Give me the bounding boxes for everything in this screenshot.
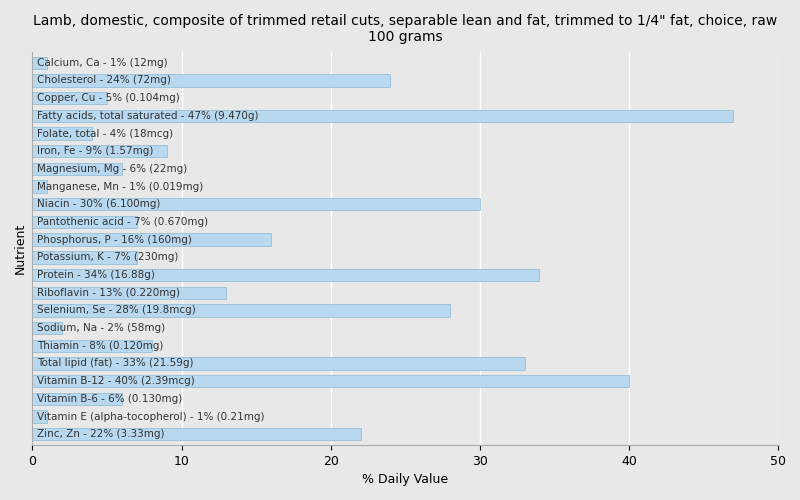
Text: Thiamin - 8% (0.120mg): Thiamin - 8% (0.120mg) bbox=[37, 341, 163, 351]
Bar bbox=[33, 234, 271, 246]
Title: Lamb, domestic, composite of trimmed retail cuts, separable lean and fat, trimme: Lamb, domestic, composite of trimmed ret… bbox=[33, 14, 778, 44]
Text: Vitamin B-12 - 40% (2.39mcg): Vitamin B-12 - 40% (2.39mcg) bbox=[37, 376, 194, 386]
Text: Folate, total - 4% (18mcg): Folate, total - 4% (18mcg) bbox=[37, 128, 173, 138]
Bar bbox=[33, 304, 450, 316]
Bar bbox=[33, 162, 122, 175]
Text: Protein - 34% (16.88g): Protein - 34% (16.88g) bbox=[37, 270, 154, 280]
Text: Iron, Fe - 9% (1.57mg): Iron, Fe - 9% (1.57mg) bbox=[37, 146, 154, 156]
Bar bbox=[33, 340, 152, 352]
X-axis label: % Daily Value: % Daily Value bbox=[362, 473, 448, 486]
Bar bbox=[33, 428, 361, 440]
Bar bbox=[33, 198, 480, 210]
Text: Sodium, Na - 2% (58mg): Sodium, Na - 2% (58mg) bbox=[37, 323, 165, 333]
Y-axis label: Nutrient: Nutrient bbox=[14, 223, 27, 274]
Text: Pantothenic acid - 7% (0.670mg): Pantothenic acid - 7% (0.670mg) bbox=[37, 217, 208, 227]
Bar bbox=[33, 74, 390, 86]
Text: Copper, Cu - 5% (0.104mg): Copper, Cu - 5% (0.104mg) bbox=[37, 93, 180, 103]
Bar bbox=[33, 180, 47, 193]
Bar bbox=[33, 392, 122, 405]
Text: Vitamin E (alpha-tocopherol) - 1% (0.21mg): Vitamin E (alpha-tocopherol) - 1% (0.21m… bbox=[37, 412, 265, 422]
Bar bbox=[33, 216, 137, 228]
Bar bbox=[33, 110, 734, 122]
Text: Cholesterol - 24% (72mg): Cholesterol - 24% (72mg) bbox=[37, 76, 170, 86]
Bar bbox=[33, 358, 525, 370]
Text: Manganese, Mn - 1% (0.019mg): Manganese, Mn - 1% (0.019mg) bbox=[37, 182, 203, 192]
Bar bbox=[33, 375, 629, 388]
Text: Phosphorus, P - 16% (160mg): Phosphorus, P - 16% (160mg) bbox=[37, 234, 192, 244]
Text: Calcium, Ca - 1% (12mg): Calcium, Ca - 1% (12mg) bbox=[37, 58, 167, 68]
Text: Potassium, K - 7% (230mg): Potassium, K - 7% (230mg) bbox=[37, 252, 178, 262]
Bar bbox=[33, 286, 226, 299]
Text: Selenium, Se - 28% (19.8mcg): Selenium, Se - 28% (19.8mcg) bbox=[37, 306, 196, 316]
Bar bbox=[33, 269, 539, 281]
Bar bbox=[33, 251, 137, 264]
Text: Magnesium, Mg - 6% (22mg): Magnesium, Mg - 6% (22mg) bbox=[37, 164, 187, 174]
Text: Fatty acids, total saturated - 47% (9.470g): Fatty acids, total saturated - 47% (9.47… bbox=[37, 111, 258, 121]
Text: Riboflavin - 13% (0.220mg): Riboflavin - 13% (0.220mg) bbox=[37, 288, 180, 298]
Bar bbox=[33, 92, 107, 104]
Text: Zinc, Zn - 22% (3.33mg): Zinc, Zn - 22% (3.33mg) bbox=[37, 429, 165, 439]
Bar bbox=[33, 410, 47, 422]
Bar bbox=[33, 145, 166, 158]
Bar bbox=[33, 56, 47, 69]
Bar bbox=[33, 322, 62, 334]
Bar bbox=[33, 128, 92, 140]
Text: Vitamin B-6 - 6% (0.130mg): Vitamin B-6 - 6% (0.130mg) bbox=[37, 394, 182, 404]
Text: Total lipid (fat) - 33% (21.59g): Total lipid (fat) - 33% (21.59g) bbox=[37, 358, 194, 368]
Text: Niacin - 30% (6.100mg): Niacin - 30% (6.100mg) bbox=[37, 200, 160, 209]
